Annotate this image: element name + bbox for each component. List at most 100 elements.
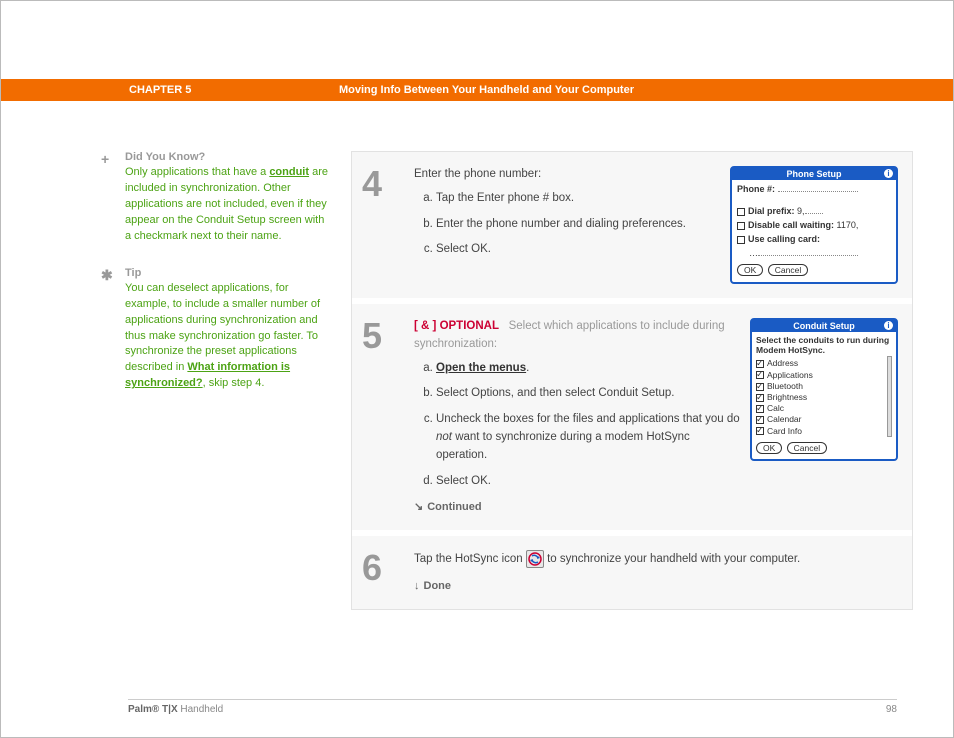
tip-block: ✱ Tip You can deselect applications, for… <box>101 267 331 393</box>
conduit-setup-window: Conduit Setup i Select the conduits to r… <box>750 318 898 461</box>
dyk-heading: Did You Know? <box>125 151 331 163</box>
conduit-item-bluetooth: Bluetooth <box>756 381 892 391</box>
conduit-subtitle: Select the conduits to run during Modem … <box>756 335 892 355</box>
phone-setup-title-text: Phone Setup <box>786 169 841 179</box>
chapter-label: CHAPTER 5 <box>129 84 339 96</box>
open-menus-link[interactable]: Open the menus <box>436 362 526 374</box>
step-5a: Open the menus. <box>436 360 740 378</box>
info-icon: i <box>884 321 893 330</box>
calling-card-label: Use calling card: <box>748 234 820 244</box>
tip-text-pre: You can deselect applications, for examp… <box>125 282 320 374</box>
conduit-link[interactable]: conduit <box>269 166 309 178</box>
phone-setup-title: Phone Setup i <box>732 168 896 180</box>
continued-marker: ↘ Continued <box>414 499 740 516</box>
plus-icon: + <box>101 151 109 167</box>
phone-number-row: Phone #: <box>737 184 891 194</box>
checkbox-icon <box>756 383 764 391</box>
conduit-item-cardinfo: Card Info <box>756 426 892 436</box>
conduit-cancel-button: Cancel <box>787 442 827 454</box>
step-5c-post: want to synchronize during a modem HotSy… <box>436 431 690 461</box>
phone-setup-window: Phone Setup i Phone #: Dial prefix: 9, D… <box>730 166 898 284</box>
conduit-scrollbar <box>887 356 892 437</box>
phone-setup-buttons: OK Cancel <box>737 264 891 276</box>
continued-arrow-icon: ↘ <box>414 499 423 516</box>
footer-product-rest: Handheld <box>178 704 224 715</box>
calling-card-checkbox <box>737 236 745 244</box>
dial-prefix-label: Dial prefix: <box>748 206 795 216</box>
tip-text-post: , skip step 4. <box>203 377 265 389</box>
conduit-setup-title-text: Conduit Setup <box>793 321 855 331</box>
done-label: Done <box>424 580 452 592</box>
conduit-item-label: Card Info <box>767 426 802 436</box>
phone-cancel-button: Cancel <box>768 264 808 276</box>
dial-prefix-val: 9, <box>797 206 805 216</box>
footer-product-bold: Palm® T|X <box>128 704 178 715</box>
done-arrow-icon: ↓ <box>414 578 420 595</box>
checkbox-icon <box>756 416 764 424</box>
conduit-setup-body: Select the conduits to run during Modem … <box>752 332 896 459</box>
conduit-item-address: Address <box>756 358 892 368</box>
did-you-know-block: + Did You Know? Only applications that h… <box>101 151 331 245</box>
disable-cw-row: Disable call waiting: 1170, <box>737 220 891 230</box>
content-area: + Did You Know? Only applications that h… <box>1 151 953 610</box>
conduit-buttons: OK Cancel <box>756 442 892 454</box>
page: CHAPTER 5 Moving Info Between Your Handh… <box>0 0 954 738</box>
step-4: 4 Enter the phone number: Tap the Enter … <box>352 152 912 304</box>
conduit-item-label: Address <box>767 358 798 368</box>
conduit-item-label: Applications <box>767 370 813 380</box>
checkbox-icon <box>756 371 764 379</box>
step-5-body: [ & ] OPTIONAL Select which applications… <box>414 318 750 516</box>
disable-cw-label: Disable call waiting: <box>748 220 834 230</box>
step-6-pre: Tap the HotSync icon <box>414 553 526 565</box>
step-6-number: 6 <box>362 550 414 596</box>
conduit-item-calendar: Calendar <box>756 414 892 424</box>
optional-tag: [ & ] <box>414 320 436 332</box>
phone-field <box>778 184 858 192</box>
step-6-body: Tap the HotSync icon to synchronize your… <box>414 550 898 596</box>
disable-cw-checkbox <box>737 222 745 230</box>
step-5-optional-line: [ & ] OPTIONAL Select which applications… <box>414 318 740 354</box>
step-4c: Select OK. <box>436 241 720 259</box>
step-5-number: 5 <box>362 318 414 516</box>
step-4b: Enter the phone number and dialing prefe… <box>436 216 720 234</box>
conduit-item-label: Calc <box>767 403 784 413</box>
tip-body: You can deselect applications, for examp… <box>125 281 331 393</box>
step-4a: Tap the Enter phone # box. <box>436 190 720 208</box>
star-icon: ✱ <box>101 267 113 284</box>
disable-cw-val: 1170, <box>837 220 859 230</box>
footer: Palm® T|X Handheld 98 <box>128 699 897 715</box>
step-5c: Uncheck the boxes for the files and appl… <box>436 411 740 464</box>
step-6-post: to synchronize your handheld with your c… <box>547 553 800 565</box>
step-4-number: 4 <box>362 166 414 284</box>
optional-label: OPTIONAL <box>440 320 499 332</box>
conduit-item-label: Bluetooth <box>767 381 803 391</box>
step-5: 5 [ & ] OPTIONAL Select which applicatio… <box>352 304 912 536</box>
step-4-intro: Enter the phone number: <box>414 166 720 184</box>
conduit-ok-button: OK <box>756 442 782 454</box>
conduit-setup-screenshot: Conduit Setup i Select the conduits to r… <box>750 318 898 516</box>
step-4-body: Enter the phone number: Tap the Enter ph… <box>414 166 730 284</box>
conduit-item-applications: Applications <box>756 370 892 380</box>
info-icon: i <box>884 169 893 178</box>
conduit-setup-title: Conduit Setup i <box>752 320 896 332</box>
step-5c-em: not <box>436 431 452 443</box>
phone-label: Phone #: <box>737 184 775 194</box>
checkbox-icon <box>756 405 764 413</box>
calling-card-val-row: … <box>737 248 891 258</box>
dial-prefix-row: Dial prefix: 9, <box>737 206 891 216</box>
conduit-item-label: Calendar <box>767 414 802 424</box>
footer-product: Palm® T|X Handheld <box>128 704 223 715</box>
checkbox-icon <box>756 394 764 402</box>
header-title: Moving Info Between Your Handheld and Yo… <box>339 84 634 96</box>
phone-ok-button: OK <box>737 264 763 276</box>
continued-label: Continued <box>427 501 481 513</box>
step-5b: Select Options, and then select Conduit … <box>436 385 740 403</box>
step-5c-pre: Uncheck the boxes for the files and appl… <box>436 413 740 425</box>
checkbox-icon <box>756 427 764 435</box>
tip-heading: Tip <box>125 267 331 279</box>
header-bar: CHAPTER 5 Moving Info Between Your Handh… <box>1 79 953 101</box>
checkbox-icon <box>756 360 764 368</box>
conduit-item-brightness: Brightness <box>756 392 892 402</box>
phone-setup-screenshot: Phone Setup i Phone #: Dial prefix: 9, D… <box>730 166 898 284</box>
sidebar: + Did You Know? Only applications that h… <box>101 151 351 610</box>
